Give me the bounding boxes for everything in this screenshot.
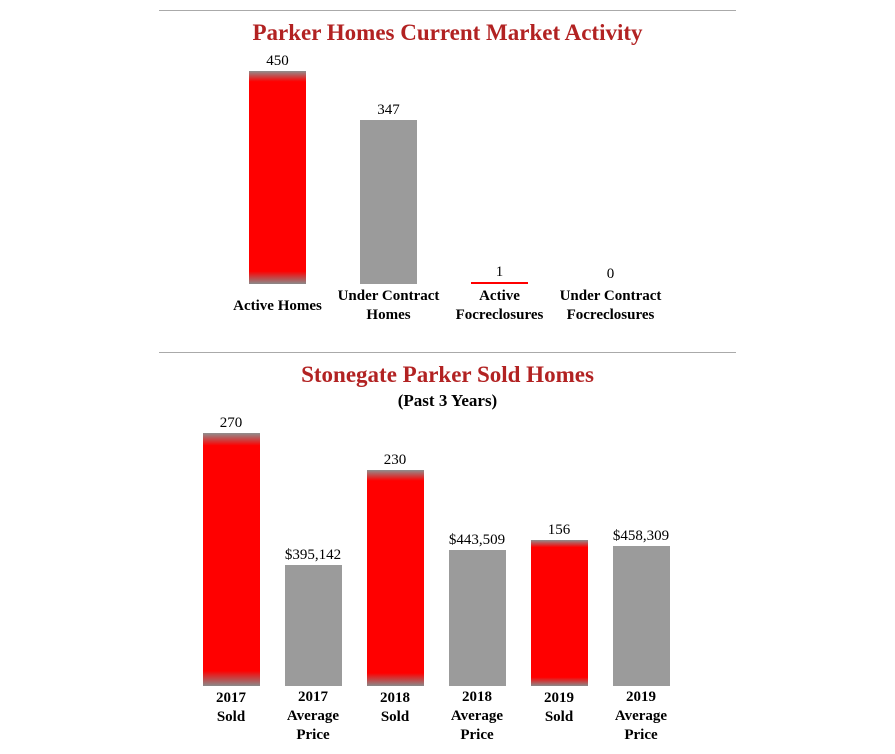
bar-category-label: Under Contract Focreclosures (559, 288, 662, 323)
bar-column: 450 Active Homes (222, 49, 333, 326)
gray-bar (612, 546, 670, 686)
bar-area: 270 (202, 411, 260, 686)
bar-area: 230 (366, 411, 424, 686)
bar-value-label: 230 (383, 452, 407, 468)
red-bar (202, 433, 260, 686)
red-bar (366, 470, 424, 686)
bar-column: 1 Active Focreclosures (444, 49, 555, 326)
bar-category-label: Under Contract Homes (337, 288, 440, 323)
bar-area: $458,309 (612, 411, 670, 686)
bar-column: $443,509 2018 Average Price (436, 411, 518, 745)
gray-bar (360, 120, 417, 284)
bar-value-label: $395,142 (284, 547, 342, 563)
bar-column: 347 Under Contract Homes (333, 49, 444, 326)
bar-category-label: Active Homes (233, 297, 322, 314)
bar-value-label: $443,509 (448, 532, 506, 548)
bar-area: 0 (582, 49, 639, 284)
bar-column: $395,142 2017 Average Price (272, 411, 354, 745)
market-activity-bar-chart: 450 Active Homes 347 Under Contract Homes 1 A… (222, 49, 666, 326)
bar-column: 270 2017 Sold (190, 411, 272, 728)
bar-column: 230 2018 Sold (354, 411, 436, 728)
red-bar (249, 71, 306, 284)
sold-homes-chart-section: Stonegate Parker Sold Homes (Past 3 Year… (0, 361, 895, 745)
sold-homes-chart-title: Stonegate Parker Sold Homes (301, 362, 594, 387)
sold-homes-bar-chart: 270 2017 Sold $395,142 2017 Average Price 23… (190, 411, 682, 745)
bar-area: 1 (471, 49, 528, 284)
red-bar (471, 282, 528, 284)
bar-area: $395,142 (284, 411, 342, 686)
bar-area: 347 (360, 49, 417, 284)
bar-column: $458,309 2019 Average Price (600, 411, 682, 745)
bar-category-label: 2017 Average Price (286, 689, 340, 743)
bar-value-label: 347 (377, 102, 400, 118)
top-divider (159, 10, 736, 11)
red-bar (530, 540, 588, 686)
bar-category-label: 2018 Average Price (450, 689, 504, 743)
bar-value-label: 156 (547, 522, 571, 538)
gray-bar (448, 550, 506, 686)
bar-category-label: 2019 Sold (544, 690, 574, 725)
bar-area: $443,509 (448, 411, 506, 686)
bar-value-label: 0 (606, 266, 615, 282)
bar-value-label: $458,309 (612, 528, 670, 544)
bar-value-label: 1 (495, 264, 504, 280)
bar-value-label: 270 (219, 415, 243, 431)
bar-category-label: 2017 Sold (216, 690, 246, 725)
bar-area: 156 (530, 411, 588, 686)
bar-value-label: 450 (266, 53, 289, 69)
bar-category-label: 2019 Average Price (614, 689, 668, 743)
middle-divider (159, 352, 736, 353)
bar-area: 450 (249, 49, 306, 284)
bar-category-label: 2018 Sold (380, 690, 410, 725)
gray-bar (284, 565, 342, 686)
market-activity-chart-title: Parker Homes Current Market Activity (252, 20, 643, 45)
sold-homes-chart-subtitle: (Past 3 Years) (397, 391, 498, 410)
bar-column: 0 Under Contract Focreclosures (555, 49, 666, 326)
bar-column: 156 2019 Sold (518, 411, 600, 728)
market-activity-chart-section: Parker Homes Current Market Activity 450… (0, 19, 895, 326)
bar-category-label: Active Focreclosures (455, 288, 544, 323)
